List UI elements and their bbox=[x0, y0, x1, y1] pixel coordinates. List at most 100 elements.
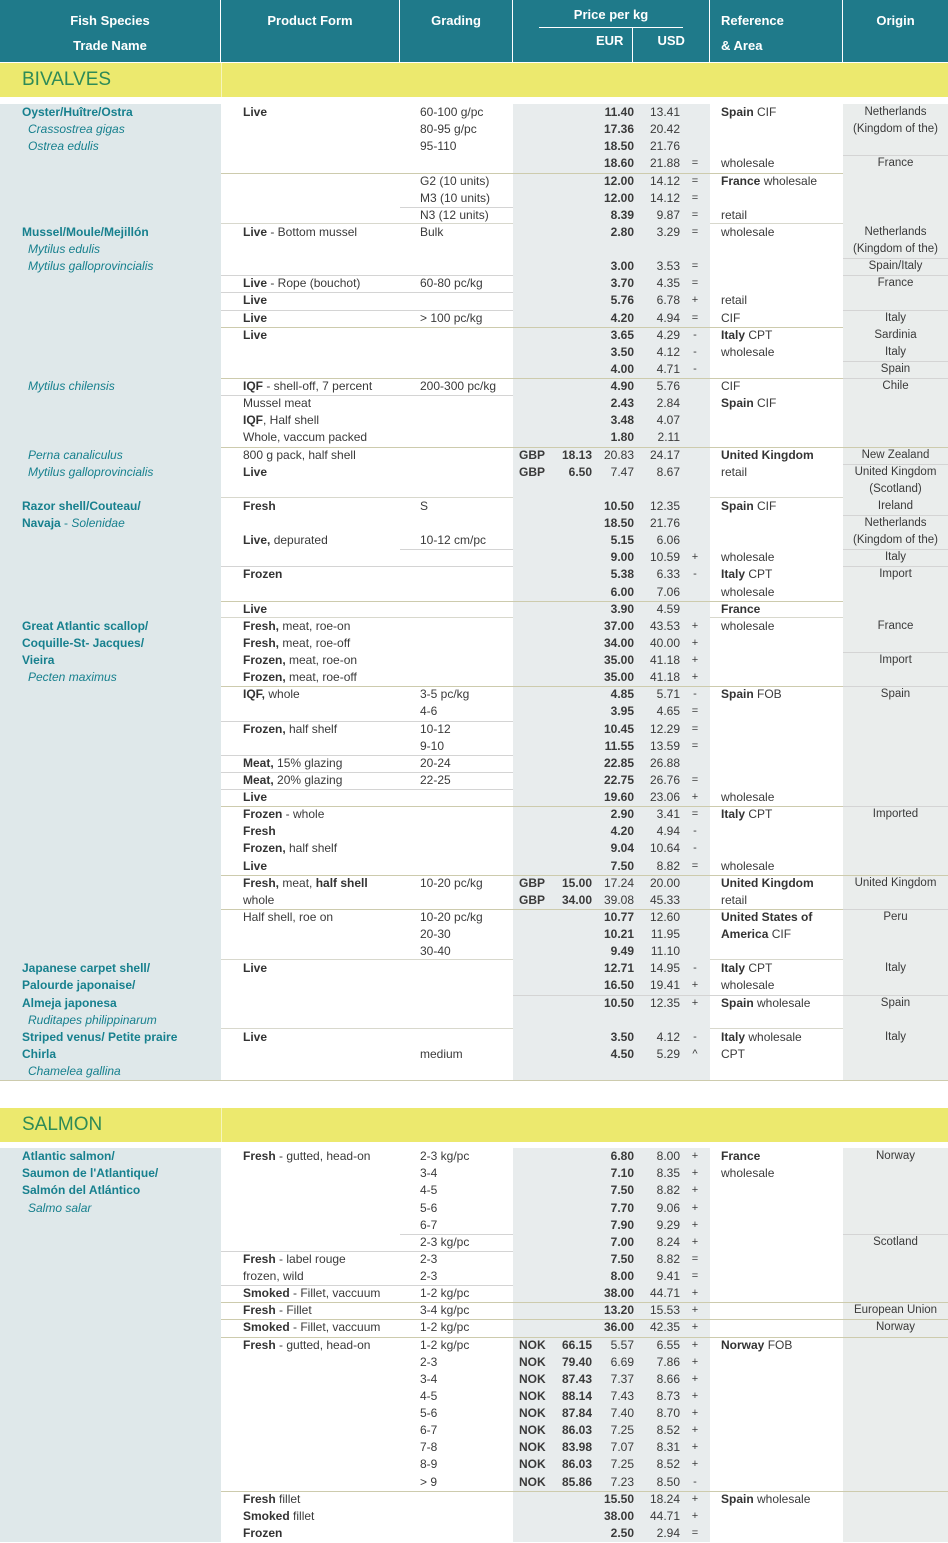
reference-cell: America CIF bbox=[721, 927, 792, 941]
species-cell bbox=[0, 326, 221, 344]
table-row: M3 (10 units) 12.00 14.12 = bbox=[0, 189, 948, 207]
currency-code-cell bbox=[513, 532, 543, 549]
reference-cell: wholesale bbox=[721, 618, 775, 633]
product-form-cell: Whole, vaccum packed bbox=[243, 430, 368, 445]
currency-value-cell bbox=[543, 378, 592, 395]
grading-cell: 8-9 bbox=[420, 1457, 438, 1472]
column-header-price: Price per kg EUR USD bbox=[513, 0, 710, 62]
reference-cell bbox=[710, 772, 843, 789]
currency-value-cell bbox=[543, 618, 592, 635]
species-cell: Mytilus edulis bbox=[0, 241, 221, 259]
species-cell bbox=[0, 1336, 221, 1354]
eur-price-cell: 38.00 bbox=[603, 1286, 634, 1301]
row-separator-line bbox=[221, 378, 843, 379]
product-form-cell: Live bbox=[243, 105, 268, 119]
eur-price-cell: 7.90 bbox=[610, 1217, 634, 1232]
currency-code-cell bbox=[513, 1302, 543, 1319]
reference-cell bbox=[710, 1508, 843, 1525]
grading-cell: 22-25 bbox=[420, 772, 451, 787]
price-cell-group: 22.75 26.76 = bbox=[513, 771, 710, 789]
product-form-cell bbox=[221, 207, 400, 224]
species-cell: Pecten maximus bbox=[0, 669, 221, 687]
reference-cell bbox=[710, 190, 843, 207]
usd-price-cell: 10.64 bbox=[649, 841, 680, 856]
trend-symbol-cell: = bbox=[691, 705, 699, 718]
eur-price-cell: 3.50 bbox=[610, 344, 634, 359]
eur-price-cell bbox=[592, 481, 634, 498]
reference-cell bbox=[710, 703, 843, 720]
currency-value-cell: 6.50 bbox=[568, 464, 592, 479]
table-row: Razor shell/Couteau/Fresh S 10.50 12.35 Spai… bbox=[0, 497, 948, 515]
species-cell: Japanese carpet shell/ bbox=[0, 960, 221, 978]
reference-cell: Spain CIF bbox=[721, 498, 777, 513]
reference-cell bbox=[710, 755, 843, 772]
grading-cell: 95-110 bbox=[420, 139, 457, 154]
product-form-cell bbox=[221, 584, 400, 601]
origin-cell bbox=[843, 583, 948, 601]
reference-cell: Spain wholesale bbox=[721, 1491, 811, 1506]
price-cell-group: 4.00 4.71- bbox=[513, 360, 710, 378]
column-header-species-line1: Fish Species bbox=[70, 13, 150, 28]
reference-cell bbox=[710, 721, 843, 738]
currency-code-cell bbox=[513, 361, 543, 378]
origin-cell: Ireland bbox=[843, 497, 948, 515]
grading-cell bbox=[400, 155, 513, 172]
origin-cell bbox=[843, 1405, 948, 1423]
currency-value-cell bbox=[543, 1268, 592, 1285]
trend-symbol-cell bbox=[680, 378, 710, 395]
usd-price-cell: 14.12 bbox=[649, 190, 680, 205]
currency-code-cell: GBP bbox=[519, 892, 546, 907]
table-row: 7-8 NOK 83.98 7.07 8.31 + bbox=[0, 1439, 948, 1457]
currency-value-cell bbox=[543, 1200, 592, 1217]
price-cell-group: NOK 66.15 5.57 6.55 + bbox=[513, 1336, 710, 1354]
origin-cell: (Kingdom of the) bbox=[843, 241, 948, 259]
currency-value-cell bbox=[543, 703, 592, 720]
price-cell-group bbox=[513, 480, 710, 498]
currency-value-cell bbox=[543, 429, 592, 446]
table-row: Perna canaliculus 800 g pack, half shell G… bbox=[0, 446, 948, 464]
grading-cell: 60-100 g/pc bbox=[420, 105, 484, 119]
origin-cell: European Union bbox=[843, 1302, 948, 1320]
origin-cell bbox=[843, 189, 948, 207]
grading-cell: 10-12 bbox=[420, 721, 451, 736]
product-form-cell: Live bbox=[243, 310, 268, 325]
grading-cell: 80-95 g/pc bbox=[420, 122, 477, 137]
currency-value-cell bbox=[543, 327, 592, 344]
currency-code-cell: NOK bbox=[519, 1474, 546, 1489]
table-row: Oyster/Huître/Ostra Live 60-100 g/pc 11.40 1… bbox=[0, 104, 948, 122]
row-separator-line bbox=[843, 155, 948, 157]
reference-cell bbox=[710, 1268, 843, 1285]
species-cell bbox=[0, 771, 221, 789]
price-cell-group: NOK 87.84 7.40 8.70 + bbox=[513, 1405, 710, 1423]
origin-cell bbox=[843, 172, 948, 190]
product-form-cell: IQF, Half shell bbox=[243, 413, 320, 428]
eur-price-cell: 6.80 bbox=[610, 1149, 634, 1164]
currency-code-cell bbox=[513, 1319, 543, 1336]
row-separator-line bbox=[221, 874, 948, 876]
usd-price-cell: 2.84 bbox=[656, 396, 680, 411]
row-separator-line bbox=[221, 1302, 948, 1304]
price-cell-group: 18.60 21.88 = bbox=[513, 155, 710, 173]
price-cell-group bbox=[513, 241, 710, 259]
trend-symbol-cell: + bbox=[691, 1441, 699, 1454]
species-cell bbox=[0, 1319, 221, 1337]
eur-price-cell: 35.00 bbox=[603, 670, 634, 685]
species-group: Striped venus/ Petite praire Live 3.50 4.12… bbox=[0, 1028, 948, 1081]
reference-cell bbox=[710, 1302, 843, 1319]
usd-price-cell: 4.35 bbox=[656, 276, 680, 291]
row-separator-line bbox=[221, 908, 843, 910]
trend-symbol-cell: + bbox=[691, 619, 699, 632]
product-form-cell: Frozen, half shelf bbox=[243, 721, 338, 736]
reference-cell: CPT bbox=[721, 1046, 745, 1061]
trend-symbol-cell: = bbox=[691, 1252, 699, 1265]
currency-code-cell bbox=[513, 652, 543, 669]
column-header-reference: Reference & Area bbox=[710, 0, 843, 62]
product-form-cell bbox=[221, 1234, 400, 1251]
grading-cell: 7-8 bbox=[420, 1440, 438, 1455]
usd-price-cell: 26.76 bbox=[649, 772, 680, 787]
grading-cell bbox=[400, 635, 513, 652]
price-cell-group: 3.48 4.07 bbox=[513, 412, 710, 430]
reference-cell bbox=[710, 1285, 843, 1302]
currency-code-cell bbox=[513, 1063, 543, 1080]
currency-code-cell bbox=[513, 789, 543, 806]
